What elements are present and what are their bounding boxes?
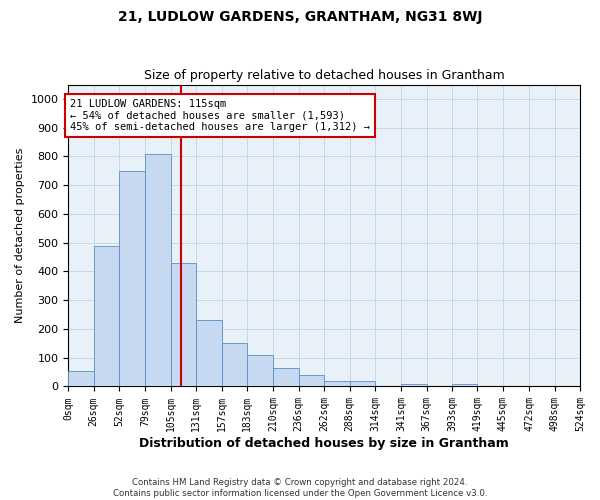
Bar [68,370,94,386]
X-axis label: Distribution of detached houses by size in Grantham: Distribution of detached houses by size … [139,437,509,450]
Bar [145,154,171,386]
Text: Contains HM Land Registry data © Crown copyright and database right 2024.
Contai: Contains HM Land Registry data © Crown c… [113,478,487,498]
Bar [324,380,350,386]
Text: 21, LUDLOW GARDENS, GRANTHAM, NG31 8WJ: 21, LUDLOW GARDENS, GRANTHAM, NG31 8WJ [118,10,482,24]
Title: Size of property relative to detached houses in Grantham: Size of property relative to detached ho… [144,69,505,82]
Bar [299,375,324,386]
Bar [401,384,427,386]
Bar [452,384,478,386]
Bar [221,344,247,386]
Y-axis label: Number of detached properties: Number of detached properties [15,148,25,323]
Bar [350,380,375,386]
Bar [119,171,145,386]
Bar [94,246,119,386]
Bar [171,263,196,386]
Text: 21 LUDLOW GARDENS: 115sqm
← 54% of detached houses are smaller (1,593)
45% of se: 21 LUDLOW GARDENS: 115sqm ← 54% of detac… [70,99,370,132]
Bar [247,355,274,386]
Bar [274,368,299,386]
Bar [196,320,221,386]
